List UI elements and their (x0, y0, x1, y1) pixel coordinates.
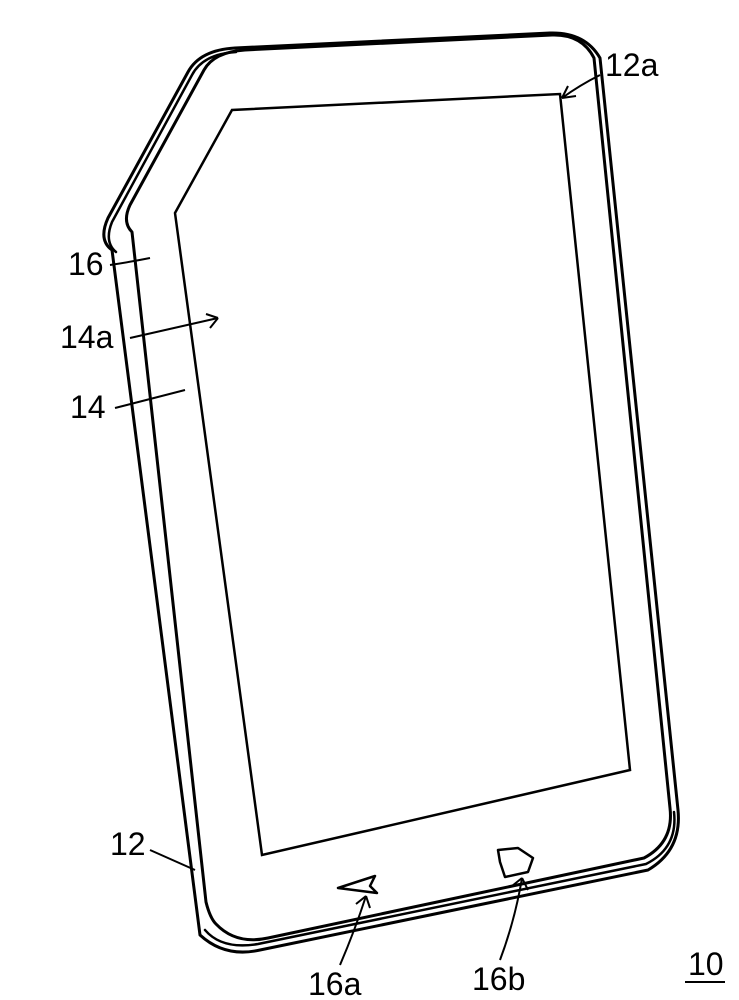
label-12a: 12a (605, 47, 659, 83)
figure-number: 10 (688, 946, 724, 982)
label-14: 14 (70, 389, 106, 425)
label-16: 16 (68, 246, 104, 282)
label-14a: 14a (60, 319, 114, 355)
label-16b: 16b (472, 961, 525, 997)
patent-figure: 12a 16 14a 14 12 16a 16b 10 (0, 0, 739, 1000)
label-12: 12 (110, 826, 146, 862)
label-16a: 16a (308, 966, 362, 1000)
